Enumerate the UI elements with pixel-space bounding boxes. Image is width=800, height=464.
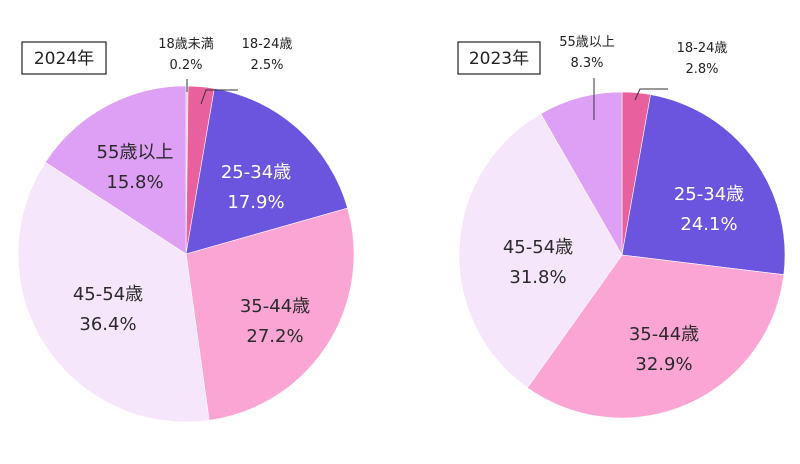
slice-label-18-24: 18-24歳: [677, 41, 728, 56]
slice-value-25-34: 17.9%: [227, 192, 284, 213]
slice-value-under-18: 0.2%: [169, 58, 202, 73]
slice-label-25-34: 25-34歳: [674, 184, 744, 205]
slice-label-under-18: 18歳未満: [158, 37, 214, 52]
pie-slice-45-54: [17, 161, 210, 423]
chart-title: 2024年: [34, 49, 94, 69]
pie-slice-25-34: [621, 94, 786, 276]
leader-line-18-24: [200, 89, 238, 105]
slice-label-25-34: 25-34歳: [221, 162, 291, 183]
slice-value-45-54: 31.8%: [509, 267, 566, 288]
pie-chart-1: 2023年 18-24歳 2.8% 25-34歳 24.1% 35-44歳 32.9% 45-…: [457, 35, 786, 419]
slice-label-35-44: 35-44歳: [240, 296, 310, 317]
slice-value-35-44: 32.9%: [635, 354, 692, 375]
pie-slice-55-plus: [44, 85, 187, 255]
chart-title: 2023年: [469, 49, 529, 69]
pie-chart-0: 2024年 18歳未満 0.2% 18-24歳 2.5% 25-34歳 17.9% 35-44…: [17, 37, 355, 423]
slice-value-45-54: 36.4%: [79, 314, 136, 335]
pie-slice-45-54: [458, 113, 623, 389]
slice-label-45-54: 45-54歳: [503, 237, 573, 258]
pie-slice-35-44: [185, 207, 355, 421]
chart-title-box: [21, 41, 107, 75]
slice-value-18-24: 2.5%: [250, 58, 283, 73]
slice-label-45-54: 45-54歳: [73, 284, 143, 305]
slice-label-18-24: 18-24歳: [242, 37, 293, 52]
pie-slice-55-plus: [540, 91, 623, 257]
slice-label-55-plus: 55歳以上: [97, 142, 174, 163]
slice-value-18-24: 2.8%: [685, 62, 718, 77]
pie-slice-35-44: [526, 254, 785, 419]
pie-slice-25-34: [185, 88, 348, 255]
chart-title-box: [457, 41, 541, 75]
slice-value-55-plus: 8.3%: [570, 56, 603, 71]
slice-value-35-44: 27.2%: [246, 326, 303, 347]
slice-value-55-plus: 15.8%: [106, 172, 163, 193]
slice-value-25-34: 24.1%: [680, 214, 737, 235]
leader-line-18-24: [634, 88, 668, 101]
slice-label-55-plus: 55歳以上: [559, 35, 615, 50]
slice-label-35-44: 35-44歳: [629, 324, 699, 345]
